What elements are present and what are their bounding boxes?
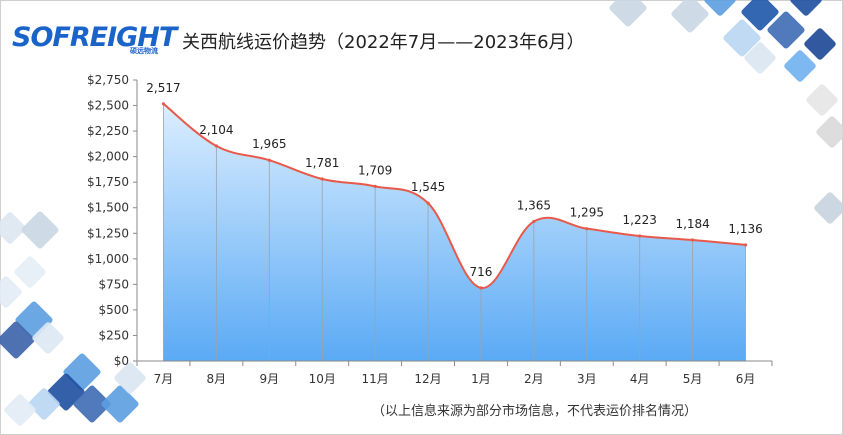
x-tick-label: 11月: [361, 372, 388, 386]
y-tick-label: $750: [98, 277, 129, 291]
decor-tile: [814, 192, 843, 224]
data-label: 1,136: [728, 222, 762, 236]
data-point: [691, 238, 695, 242]
y-tick-label: $2,750: [87, 73, 129, 87]
logo-text: SOFREIGHT: [12, 22, 177, 53]
y-tick-label: $1,500: [87, 201, 129, 215]
x-tick-label: 12月: [414, 372, 441, 386]
y-tick-label: $1,250: [87, 226, 129, 240]
data-point: [532, 219, 536, 224]
data-label: 716: [470, 265, 493, 279]
y-tick-label: $1,750: [87, 175, 129, 189]
y-tick-label: $250: [98, 328, 129, 342]
decor-tile: [609, 0, 647, 27]
decor-tile: [784, 50, 816, 82]
decor-tile: [0, 276, 22, 308]
decor-tile: [14, 256, 46, 288]
y-tick-label: $1,000: [87, 252, 129, 266]
decor-tile: [744, 42, 776, 74]
data-point: [161, 102, 166, 106]
x-tick-label: 5月: [683, 372, 703, 386]
data-label: 1,295: [570, 206, 604, 220]
data-label: 1,709: [358, 163, 392, 177]
area-fill: [163, 103, 746, 362]
y-tick-label: $2,500: [87, 99, 129, 113]
data-label: 2,517: [146, 81, 180, 95]
x-tick-label: 3月: [577, 372, 597, 386]
data-label: 1,781: [305, 156, 339, 170]
footnote: （以上信息来源为部分市场信息，不代表运价排名情况）: [372, 404, 698, 419]
x-tick-label: 7月: [154, 372, 174, 386]
decor-tile: [4, 394, 36, 426]
decor-tile: [0, 212, 26, 244]
data-label: 1,223: [623, 213, 657, 227]
decor-tile: [767, 11, 805, 49]
decor-tile: [816, 116, 843, 148]
y-tick-label: $2,000: [87, 150, 129, 164]
decor-tile: [114, 362, 146, 394]
y-tick-label: $2,250: [87, 124, 129, 138]
data-point: [585, 227, 589, 231]
data-point: [320, 177, 324, 181]
data-label: 1,545: [411, 180, 445, 194]
decor-tile: [73, 385, 111, 423]
decor-tile: [0, 321, 35, 359]
data-point: [479, 286, 483, 290]
y-tick-label: $500: [98, 303, 129, 317]
decor-tile: [741, 0, 779, 31]
decor-tile: [704, 0, 736, 16]
y-tick-label: $0: [114, 354, 129, 368]
decor-tile: [28, 388, 60, 420]
decor-tile: [723, 19, 761, 57]
decor-tile: [21, 211, 59, 249]
data-point: [638, 234, 642, 238]
logo-subtext: 硕远物流: [130, 47, 158, 55]
decor-tile: [101, 385, 139, 423]
decor-tile: [790, 0, 822, 16]
x-tick-label: 6月: [736, 372, 756, 386]
data-point: [373, 184, 377, 188]
data-point: [214, 144, 218, 148]
chart-title: 关西航线运价趋势（2022年7月——2023年6月）: [182, 32, 585, 53]
data-label: 2,104: [199, 123, 233, 137]
data-point: [267, 158, 271, 162]
x-tick-label: 8月: [207, 372, 227, 386]
data-point: [426, 201, 430, 205]
logo: SOFREIGHT 硕远物流: [12, 22, 177, 58]
decor-tile: [671, 0, 709, 33]
x-tick-label: 2月: [524, 372, 544, 386]
data-point: [743, 243, 748, 247]
x-tick-label: 4月: [630, 372, 650, 386]
decor-tile: [806, 84, 838, 116]
data-label: 1,365: [517, 199, 551, 213]
x-tick-label: 10月: [309, 372, 336, 386]
decor-tile: [804, 28, 836, 60]
data-label: 1,184: [675, 217, 709, 231]
data-label: 1,965: [252, 137, 286, 151]
x-tick-label: 9月: [259, 372, 279, 386]
decor-tile: [32, 322, 64, 354]
x-tick-label: 1月: [471, 372, 491, 386]
